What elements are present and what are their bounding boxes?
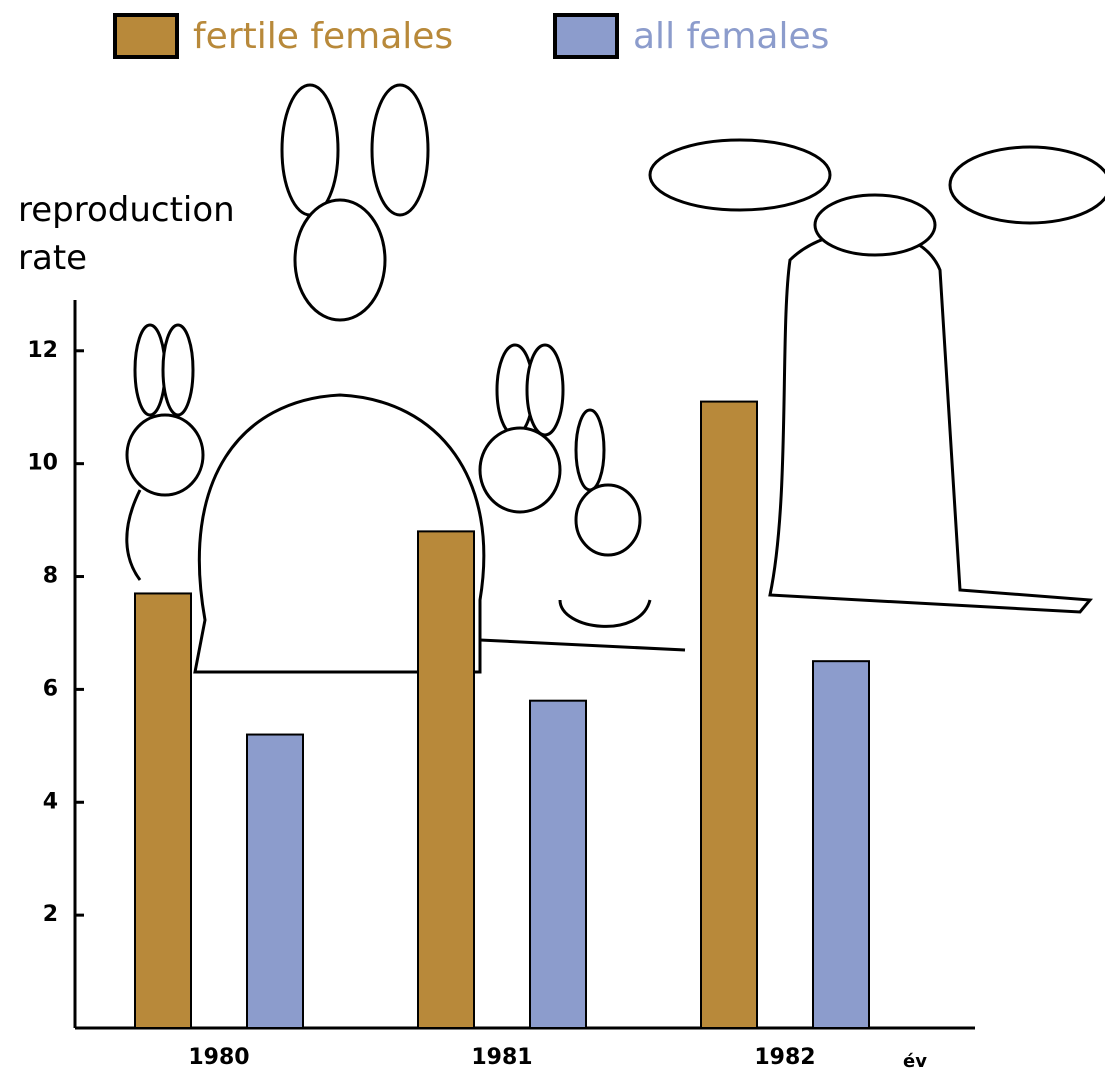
x-axis-label: év [903,1051,927,1072]
y-tick-label: 6 [43,676,58,701]
x-tick-label: 1980 [188,1045,249,1070]
y-tick-label: 8 [43,564,58,589]
page: év 2 4 6 8 10 12 fertile females all females 198… [0,0,1105,1074]
y-axis-label: reproduction rate [18,186,278,282]
legend-label: all females [633,16,829,57]
legend-swatch [115,15,177,57]
bar [418,531,474,1028]
bar [530,701,586,1028]
y-tick-label: 12 [27,338,58,363]
bar [135,593,191,1028]
x-tick-label: 1981 [471,1045,532,1070]
y-tick-label: 4 [43,789,58,814]
x-tick-label: 1982 [754,1045,815,1070]
legend-label: fertile females [193,16,453,57]
chart: év 2 4 6 8 10 12 fertile females all females 198… [0,0,1105,1074]
bar [701,402,757,1028]
rabbit-drawings [127,85,1105,672]
legend-swatch [555,15,617,57]
bar [247,735,303,1028]
y-tick-label: 2 [43,902,58,927]
y-tick-label: 10 [27,451,58,476]
bar [813,661,869,1028]
